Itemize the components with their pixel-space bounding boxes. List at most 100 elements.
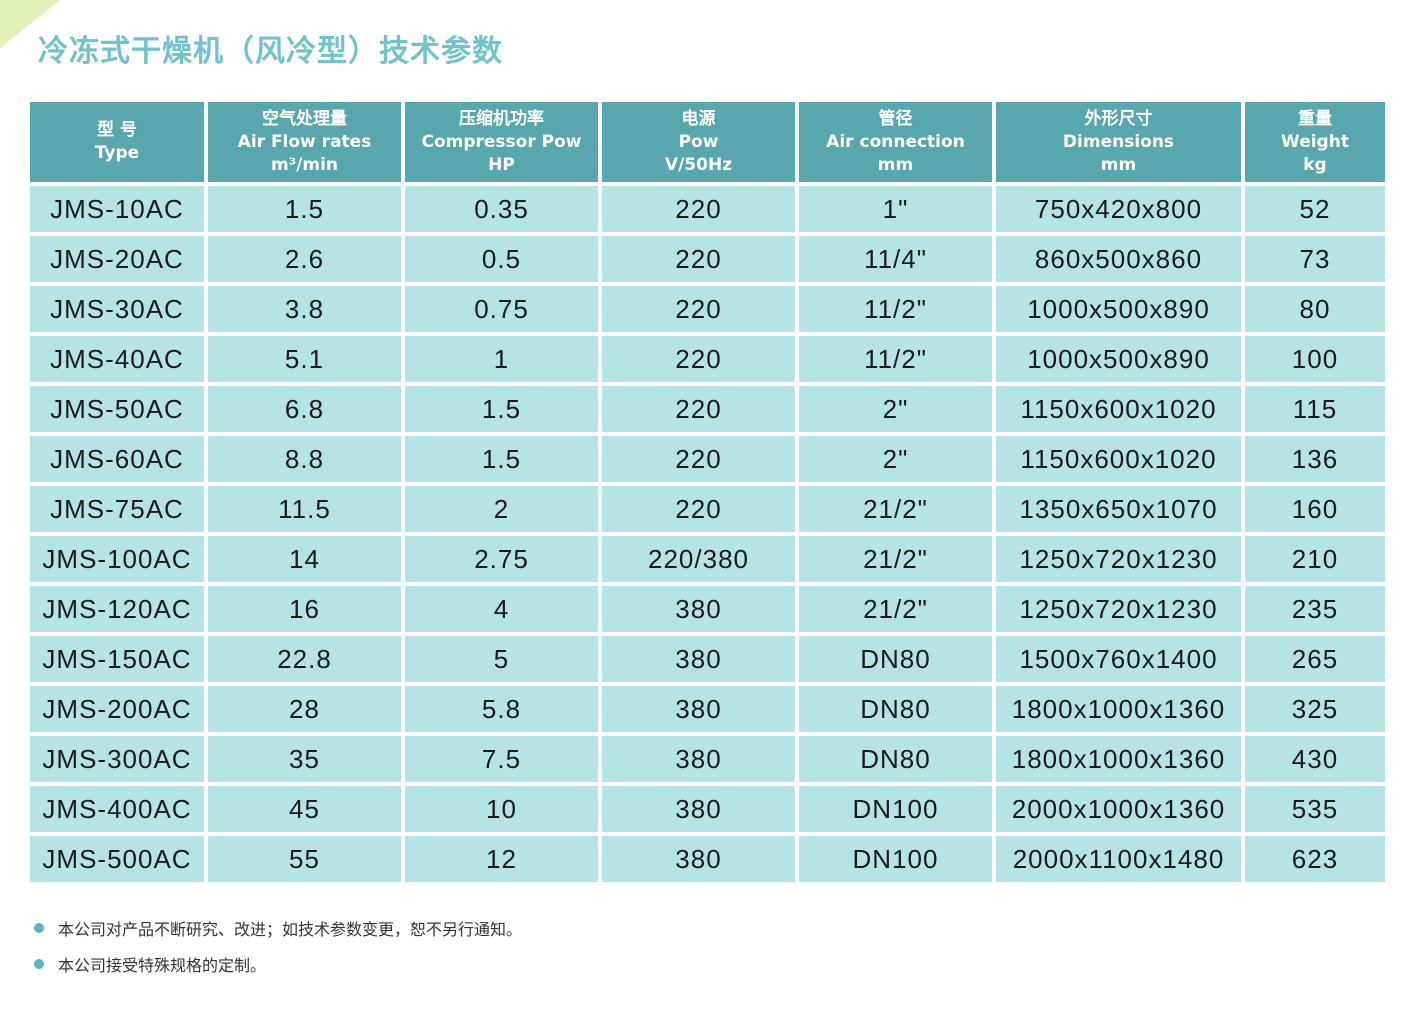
- cell-airflow: 3.8: [208, 286, 401, 332]
- cell-type: JMS-75AC: [30, 486, 204, 532]
- header-label-unit: V/50Hz: [664, 154, 733, 175]
- cell-dimensions: 1800x1000x1360: [996, 686, 1241, 732]
- cell-type: JMS-30AC: [30, 286, 204, 332]
- bullet-icon: [34, 923, 44, 933]
- cell-compressor: 2.75: [405, 536, 598, 582]
- cell-weight: 210: [1245, 536, 1385, 582]
- cell-airflow: 11.5: [208, 486, 401, 532]
- cell-airflow: 14: [208, 536, 401, 582]
- header-label-en: Air connection: [826, 131, 965, 152]
- table-row: JMS-60AC 8.8 1.5 220 2" 1150x600x1020 13…: [30, 436, 1385, 482]
- cell-airflow: 45: [208, 786, 401, 832]
- cell-weight: 265: [1245, 636, 1385, 682]
- note-text: 本公司对产品不断研究、改进；如技术参数变更，恕不另行通知。: [58, 920, 523, 939]
- cell-type: JMS-200AC: [30, 686, 204, 732]
- cell-power: 220/380: [602, 536, 795, 582]
- cell-power: 220: [602, 386, 795, 432]
- cell-weight: 80: [1245, 286, 1385, 332]
- header-row: 型 号 Type 空气处理量 Air Flow rates m³/min 压缩机…: [30, 102, 1385, 182]
- header-label-en: Pow: [678, 131, 719, 152]
- cell-dimensions: 1150x600x1020: [996, 436, 1241, 482]
- page-title: 冷冻式干燥机（风冷型）技术参数: [38, 34, 503, 69]
- table-row: JMS-40AC 5.1 1 220 11/2" 1000x500x890 10…: [30, 336, 1385, 382]
- cell-power: 380: [602, 636, 795, 682]
- cell-weight: 52: [1245, 186, 1385, 232]
- cell-connection: DN80: [799, 686, 992, 732]
- cell-weight: 73: [1245, 236, 1385, 282]
- cell-weight: 535: [1245, 786, 1385, 832]
- cell-compressor: 7.5: [405, 736, 598, 782]
- cell-weight: 115: [1245, 386, 1385, 432]
- cell-dimensions: 1000x500x890: [996, 286, 1241, 332]
- header-label-cn: 型 号: [97, 120, 137, 140]
- cell-dimensions: 860x500x860: [996, 236, 1241, 282]
- table-row: JMS-150AC 22.8 5 380 DN80 1500x760x1400 …: [30, 636, 1385, 682]
- table-row: JMS-200AC 28 5.8 380 DN80 1800x1000x1360…: [30, 686, 1385, 732]
- cell-connection: 11/2": [799, 336, 992, 382]
- cell-type: JMS-100AC: [30, 536, 204, 582]
- cell-dimensions: 2000x1000x1360: [996, 786, 1241, 832]
- table-row: JMS-300AC 35 7.5 380 DN80 1800x1000x1360…: [30, 736, 1385, 782]
- col-header-power: 电源 Pow V/50Hz: [602, 102, 795, 182]
- cell-power: 220: [602, 186, 795, 232]
- cell-airflow: 1.5: [208, 186, 401, 232]
- cell-connection: DN100: [799, 786, 992, 832]
- col-header-airflow: 空气处理量 Air Flow rates m³/min: [208, 102, 401, 182]
- cell-compressor: 1.5: [405, 386, 598, 432]
- cell-dimensions: 2000x1100x1480: [996, 836, 1241, 882]
- cell-dimensions: 1250x720x1230: [996, 536, 1241, 582]
- cell-connection: 21/2": [799, 586, 992, 632]
- cell-airflow: 6.8: [208, 386, 401, 432]
- cell-type: JMS-120AC: [30, 586, 204, 632]
- cell-dimensions: 1350x650x1070: [996, 486, 1241, 532]
- cell-weight: 136: [1245, 436, 1385, 482]
- table-row: JMS-100AC 14 2.75 220/380 21/2" 1250x720…: [30, 536, 1385, 582]
- header-label-en: Air Flow rates: [237, 131, 372, 152]
- cell-airflow: 2.6: [208, 236, 401, 282]
- cell-type: JMS-20AC: [30, 236, 204, 282]
- header-label-unit: HP: [488, 154, 515, 175]
- header-label-unit: m³/min: [270, 154, 338, 175]
- cell-weight: 235: [1245, 586, 1385, 632]
- cell-power: 220: [602, 486, 795, 532]
- cell-type: JMS-400AC: [30, 786, 204, 832]
- cell-compressor: 4: [405, 586, 598, 632]
- cell-connection: 11/4": [799, 236, 992, 282]
- col-header-compressor: 压缩机功率 Compressor Pow HP: [405, 102, 598, 182]
- cell-weight: 160: [1245, 486, 1385, 532]
- cell-power: 380: [602, 736, 795, 782]
- cell-dimensions: 1800x1000x1360: [996, 736, 1241, 782]
- cell-weight: 325: [1245, 686, 1385, 732]
- header-label-unit: mm: [877, 154, 914, 175]
- cell-dimensions: 750x420x800: [996, 186, 1241, 232]
- header-label-cn: 重量: [1298, 108, 1332, 129]
- col-header-type: 型 号 Type: [30, 102, 204, 182]
- cell-type: JMS-500AC: [30, 836, 204, 882]
- cell-connection: DN100: [799, 836, 992, 882]
- cell-connection: 21/2": [799, 536, 992, 582]
- cell-compressor: 1: [405, 336, 598, 382]
- spec-table: 型 号 Type 空气处理量 Air Flow rates m³/min 压缩机…: [26, 98, 1389, 886]
- col-header-weight: 重量 Weight kg: [1245, 102, 1385, 182]
- note-item: 本公司接受特殊规格的定制。: [34, 946, 522, 982]
- note-text: 本公司接受特殊规格的定制。: [58, 956, 267, 975]
- cell-compressor: 0.75: [405, 286, 598, 332]
- header-label-cn: 管径: [878, 108, 913, 129]
- cell-type: JMS-60AC: [30, 436, 204, 482]
- cell-connection: DN80: [799, 736, 992, 782]
- col-header-dimensions: 外形尺寸 Dimensions mm: [996, 102, 1241, 182]
- cell-connection: 1": [799, 186, 992, 232]
- header-label-cn: 空气处理量: [262, 108, 347, 129]
- header-label-en: Dimensions: [1062, 131, 1175, 152]
- cell-compressor: 12: [405, 836, 598, 882]
- notes-list: 本公司对产品不断研究、改进；如技术参数变更，恕不另行通知。 本公司接受特殊规格的…: [34, 910, 522, 982]
- table-row: JMS-400AC 45 10 380 DN100 2000x1000x1360…: [30, 786, 1385, 832]
- cell-airflow: 35: [208, 736, 401, 782]
- cell-compressor: 5.8: [405, 686, 598, 732]
- table-row: JMS-500AC 55 12 380 DN100 2000x1100x1480…: [30, 836, 1385, 882]
- cell-airflow: 5.1: [208, 336, 401, 382]
- cell-power: 220: [602, 236, 795, 282]
- cell-type: JMS-40AC: [30, 336, 204, 382]
- cell-dimensions: 1250x720x1230: [996, 586, 1241, 632]
